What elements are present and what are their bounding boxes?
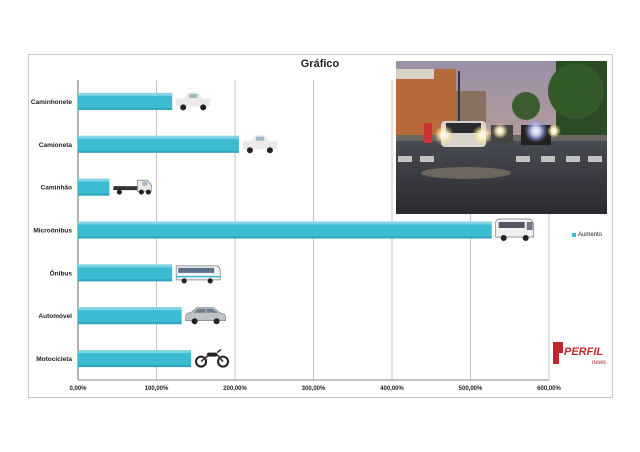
truck-icon: [113, 179, 152, 195]
bar-shadow: [78, 193, 110, 196]
bar-4: [78, 264, 173, 282]
svg-text:PERFIL: PERFIL: [564, 346, 603, 358]
x-tick-label: 500,00%: [459, 386, 483, 392]
pickup-truck-icon: [242, 135, 277, 154]
bar-0: [78, 92, 173, 110]
x-tick-label: 200,00%: [223, 386, 247, 392]
bar-shadow: [78, 279, 173, 282]
x-tick-label: 400,00%: [380, 386, 404, 392]
category-label: Automóvel: [38, 313, 72, 320]
bar-shadow: [78, 365, 192, 368]
pickup-truck-icon: [176, 92, 211, 111]
motorcycle-icon: [195, 349, 230, 368]
bar-1: [78, 135, 239, 153]
legend-swatch: [572, 233, 576, 237]
x-tick-label: 600,00%: [537, 386, 561, 392]
x-tick-label: 0,00%: [69, 386, 87, 392]
legend-label: Aumento: [578, 232, 603, 238]
bar-shadow: [78, 150, 239, 153]
bar-highlight: [78, 307, 182, 311]
chart-legend: Aumento: [572, 232, 602, 238]
bar-highlight: [78, 135, 239, 139]
bar-6: [78, 350, 192, 368]
bar-5: [78, 307, 182, 325]
svg-text:news: news: [592, 360, 606, 366]
perfil-news-logo: PERFIL news: [552, 340, 612, 368]
bar-3: [78, 221, 492, 239]
bar-highlight: [78, 221, 492, 225]
bar-shadow: [78, 107, 173, 110]
category-label: Motocicleta: [36, 356, 72, 363]
bar-highlight: [78, 264, 173, 268]
bar-highlight: [78, 92, 173, 96]
car-icon: [185, 307, 226, 325]
bar-2: [78, 178, 110, 196]
bus-icon: [175, 265, 221, 284]
bar-shadow: [78, 322, 182, 325]
category-label: Caminhonete: [31, 99, 73, 106]
category-label: Microônibus: [33, 228, 72, 235]
category-label: Camioneta: [39, 142, 73, 149]
bar-highlight: [78, 178, 110, 182]
bar-shadow: [78, 236, 492, 239]
minibus-icon: [495, 218, 535, 241]
street-traffic-photo: [396, 61, 607, 214]
bar-highlight: [78, 350, 192, 354]
category-label: Ônibus: [50, 268, 73, 277]
x-tick-label: 300,00%: [302, 386, 326, 392]
chart-title: Gráfico: [300, 58, 340, 70]
category-label: Caminhão: [41, 185, 72, 192]
x-tick-label: 100,00%: [145, 386, 169, 392]
